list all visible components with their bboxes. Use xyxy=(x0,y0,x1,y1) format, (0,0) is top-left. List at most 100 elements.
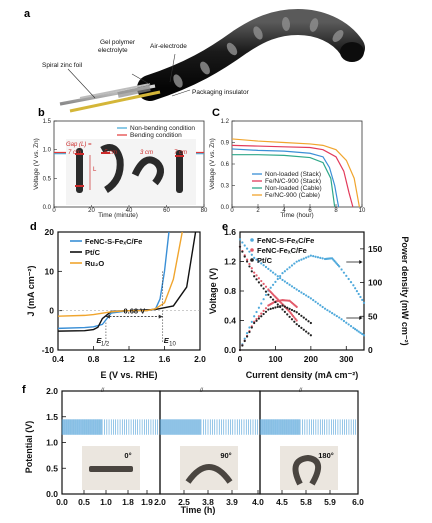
power-point-e xyxy=(314,255,317,258)
voltage-point-e xyxy=(250,253,253,256)
voltage-point-e xyxy=(281,278,284,282)
x-tick-label-f: 2.0 xyxy=(154,497,166,507)
x-tick-label-d: 0.8 xyxy=(88,354,100,364)
voltage-point-e xyxy=(281,308,284,311)
cycling-frame-f-2 xyxy=(259,390,359,495)
voltage-point-e xyxy=(253,256,256,259)
power-point-e xyxy=(349,281,353,284)
voltage-point-e xyxy=(326,309,329,312)
power-point-e xyxy=(253,321,256,325)
series-line-d-0 xyxy=(57,231,170,330)
voltage-point-e xyxy=(288,310,291,313)
y-tick-label-f: 0.5 xyxy=(46,463,58,473)
power-point-e xyxy=(248,326,251,329)
legend-label-e-1: FeNC-FeₓC/Fe xyxy=(257,246,307,255)
voltage-point-e xyxy=(357,330,360,333)
e-ten-label: E xyxy=(164,336,170,345)
power-point-e xyxy=(250,320,253,324)
cable-bent-180 xyxy=(292,454,321,486)
bend-photo-f-1 xyxy=(180,446,238,490)
inset-gap-label: Gap (L) = xyxy=(66,142,92,148)
voltage-point-e xyxy=(267,293,270,296)
y-tick-label-d: -10 xyxy=(42,345,55,355)
power-point-e xyxy=(309,254,312,257)
voltage-point-e xyxy=(295,323,298,326)
voltage-point-e xyxy=(271,271,275,274)
power-point-e xyxy=(279,274,282,278)
power-point-e xyxy=(245,335,249,338)
y-tick-label-d: 20 xyxy=(45,227,55,237)
axis-break-f-0: // xyxy=(101,388,105,394)
power-point-e xyxy=(359,295,362,299)
voltage-point-e xyxy=(292,314,295,318)
voltage-point-e xyxy=(293,286,296,290)
power-point-e xyxy=(243,337,246,340)
voltage-point-e xyxy=(314,300,317,303)
cable-battery-illustration xyxy=(59,8,365,113)
voltage-point-e xyxy=(262,264,265,267)
power-point-e xyxy=(302,257,305,260)
voltage-point-e xyxy=(354,328,357,331)
x-axis-label-e: Current density (mA cm⁻²) xyxy=(246,370,358,380)
voltage-point-e xyxy=(340,318,343,321)
series-line-c-2 xyxy=(232,154,336,208)
y2-tick-label-e: 0 xyxy=(368,345,373,355)
voltage-point-e xyxy=(257,281,260,284)
power-point-e xyxy=(288,266,291,269)
x-axis-label-b: Time (minute) xyxy=(98,212,138,219)
power-point-e xyxy=(340,268,343,271)
panel-label-b: b xyxy=(38,107,45,119)
voltage-point-e xyxy=(248,262,251,266)
voltage-point-e xyxy=(309,334,312,337)
x-axis-label-c: Time (hour) xyxy=(280,212,313,219)
power-curve-e-2 xyxy=(238,304,312,352)
panel-c: C 0 2 4 6 8 10 0.0 0.3 0.6 0.9 1.2 Non-loaded (Stac… xyxy=(209,107,366,219)
power-point-e xyxy=(355,290,359,293)
cable-bent-90 xyxy=(185,464,233,484)
plot-area-e: 0 100 200 300 0.0 0.4 0.8 1.2 1.6 0 50 100 150 FeNC-S… xyxy=(224,227,382,364)
power-point-e xyxy=(312,255,315,258)
power-point-e xyxy=(321,257,324,260)
panel-a: a xyxy=(24,8,365,113)
x-tick-label-e: 200 xyxy=(304,354,318,364)
x-tick-label-b: 20 xyxy=(88,208,95,214)
voltage-point-e xyxy=(347,323,350,326)
voltage-point-e xyxy=(302,292,305,296)
power-point-e xyxy=(300,258,303,261)
y-tick-label-f: 1.0 xyxy=(46,438,58,448)
voltage-point-e xyxy=(300,291,303,294)
power-point-e xyxy=(260,312,263,315)
voltage-point-e xyxy=(290,313,294,316)
x-tick-label-b: 40 xyxy=(126,208,133,214)
power-point-e xyxy=(269,286,272,289)
voltage-point-e xyxy=(331,312,334,315)
power-point-e xyxy=(241,344,244,347)
y-tick-label-b: 0.5 xyxy=(43,176,52,182)
power-point-e xyxy=(276,305,279,308)
power-point-e xyxy=(255,310,258,314)
voltage-point-e xyxy=(243,244,246,247)
panel-e: e 0 100 200 300 0.0 0.4 0.8 1.2 1.6 0 50 100 150 FeNC… xyxy=(208,221,410,380)
x-tick-label-f: 4.5 xyxy=(276,497,288,507)
voltage-point-e xyxy=(257,260,260,263)
power-point-e xyxy=(300,314,303,317)
inset-L-label: L xyxy=(93,167,97,173)
power-point-e xyxy=(281,304,284,307)
voltage-point-e xyxy=(253,271,256,274)
cycling-band-dense-f-1 xyxy=(159,419,202,435)
voltage-point-e xyxy=(286,313,289,316)
power-curve-e-0 xyxy=(238,254,366,352)
voltage-point-e xyxy=(309,297,312,300)
voltage-point-e xyxy=(290,285,294,288)
voltage-point-e xyxy=(253,275,256,278)
power-point-e xyxy=(345,274,348,277)
voltage-point-e xyxy=(245,260,249,263)
power-point-e xyxy=(271,283,275,286)
power-point-e xyxy=(274,306,277,309)
power-point-e xyxy=(264,293,268,297)
power-point-e xyxy=(342,271,346,274)
voltage-point-e xyxy=(297,289,301,293)
power-point-e xyxy=(307,255,310,258)
x-tick-label-c: 0 xyxy=(230,208,234,214)
